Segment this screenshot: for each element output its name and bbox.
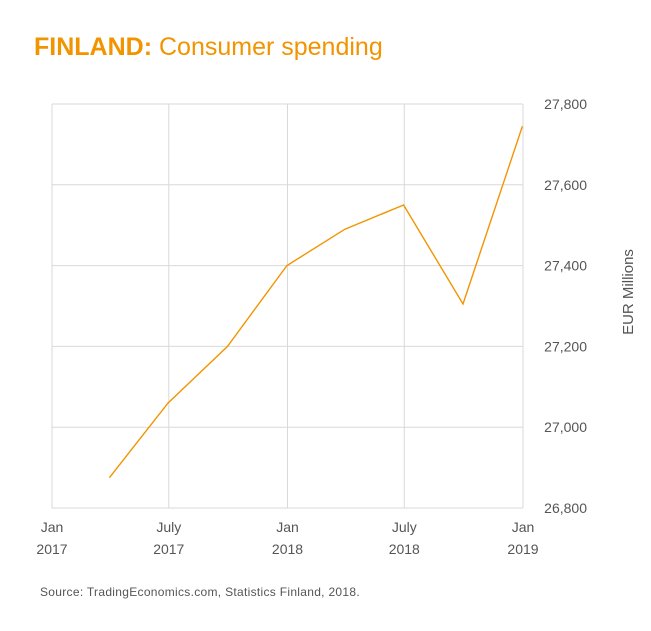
x-tick-label: July: [156, 519, 181, 535]
y-tick-label: 27,400: [544, 258, 587, 274]
y-tick-label: 27,800: [544, 96, 587, 112]
chart-title: FINLAND: Consumer spending: [34, 32, 383, 62]
y-tick-label: 27,600: [544, 177, 587, 193]
x-tick-label: 2019: [507, 541, 538, 557]
title-country: FINLAND:: [34, 33, 153, 61]
x-tick-label: Jan: [276, 519, 299, 535]
x-tick-label: 2017: [36, 541, 67, 557]
x-tick-label: 2018: [272, 541, 303, 557]
source-note: Source: TradingEconomics.com, Statistics…: [40, 585, 360, 599]
y-tick-label: 27,000: [544, 419, 587, 435]
y-axis-title: EUR Millions: [620, 249, 637, 335]
x-tick-label: 2018: [389, 541, 420, 557]
x-tick-label: July: [392, 519, 417, 535]
y-tick-label: 26,800: [544, 500, 587, 516]
series-line: [108, 125, 524, 479]
title-topic: Consumer spending: [158, 33, 383, 61]
x-tick-label: Jan: [512, 519, 535, 535]
x-tick-label: Jan: [41, 519, 64, 535]
y-tick-label: 27,200: [544, 338, 587, 354]
x-tick-label: 2017: [153, 541, 184, 557]
